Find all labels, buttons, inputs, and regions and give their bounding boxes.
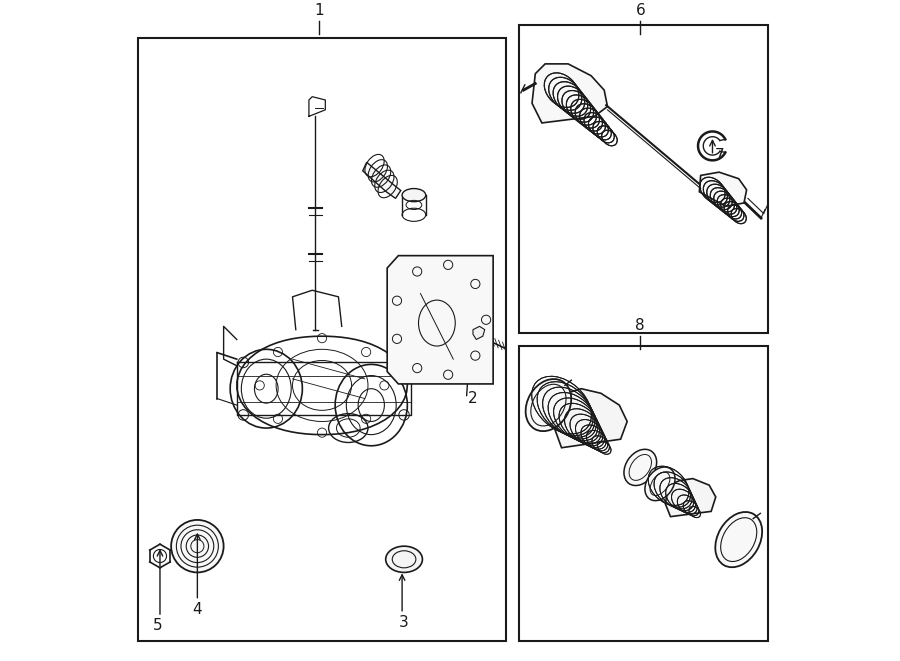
Ellipse shape [402, 188, 426, 202]
Polygon shape [532, 64, 608, 123]
Text: 5: 5 [153, 618, 163, 633]
Ellipse shape [645, 467, 675, 500]
Text: 2: 2 [468, 391, 478, 406]
Polygon shape [363, 163, 400, 198]
Ellipse shape [386, 546, 422, 572]
Polygon shape [554, 389, 627, 447]
Ellipse shape [624, 449, 657, 486]
Bar [519, 24, 769, 333]
Polygon shape [387, 256, 493, 384]
Text: 3: 3 [400, 615, 409, 630]
Text: 7: 7 [715, 148, 724, 163]
Bar [519, 346, 769, 641]
Bar [139, 38, 506, 641]
Text: 4: 4 [193, 602, 202, 617]
Polygon shape [473, 327, 485, 340]
Ellipse shape [716, 512, 762, 567]
Ellipse shape [526, 379, 572, 431]
Text: 1: 1 [314, 3, 324, 18]
Polygon shape [699, 172, 747, 206]
Text: 6: 6 [635, 3, 645, 18]
Text: 8: 8 [635, 318, 645, 333]
Ellipse shape [171, 520, 223, 572]
Polygon shape [665, 479, 716, 517]
